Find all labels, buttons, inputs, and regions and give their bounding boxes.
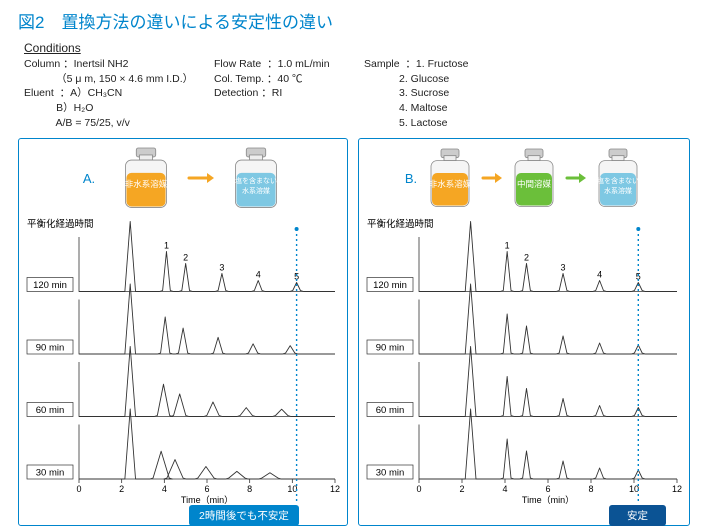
svg-text:塩を含まない: 塩を含まない — [235, 177, 277, 186]
panel-a-callout: 2時間後でも不安定 — [189, 505, 299, 526]
svg-text:30 min: 30 min — [376, 468, 405, 479]
conditions-col-1: Column ：Inertsil NH2 （5 μ m, 150 × 4.6 m… — [24, 57, 214, 130]
arrow-icon — [565, 172, 587, 184]
svg-text:塩を含まない: 塩を含まない — [597, 176, 639, 185]
bottle-aqueous-icon: 塩を含まない水系溶媒 — [593, 147, 643, 209]
bottle-nonaqueous-icon: 非水系溶媒 — [425, 147, 475, 209]
conditions-block: Conditions Column ：Inertsil NH2 （5 μ m, … — [24, 41, 692, 130]
arrow-icon — [187, 171, 215, 185]
conditions-heading: Conditions — [24, 41, 692, 55]
svg-text:Time（min）: Time（min） — [181, 495, 233, 505]
panel-a-label: A. — [83, 171, 95, 186]
svg-text:0: 0 — [416, 484, 421, 494]
svg-text:30 min: 30 min — [36, 468, 65, 479]
svg-text:60 min: 60 min — [36, 405, 65, 416]
panel-b-callout: 安定 — [609, 505, 666, 526]
svg-text:0: 0 — [76, 484, 81, 494]
svg-text:12: 12 — [330, 484, 340, 494]
svg-text:中間溶媒: 中間溶媒 — [517, 179, 552, 189]
panel-b: B. 非水系溶媒 中間溶媒 塩を含まない水系溶媒 平衡化経過時間 120 min 9… — [358, 138, 690, 526]
svg-text:1: 1 — [505, 241, 510, 251]
panel-b-chromatograms: 平衡化経過時間120 min90 min60 min30 min12345024… — [365, 215, 683, 511]
svg-text:3: 3 — [219, 263, 224, 273]
panel-b-bottle-row: B. 非水系溶媒 中間溶媒 塩を含まない水系溶媒 — [365, 145, 683, 211]
conditions-col-3: Sample ：1. Fructose 2. Glucose 3. Sucros… — [364, 57, 468, 130]
svg-text:平衡化経過時間: 平衡化経過時間 — [27, 218, 94, 230]
svg-text:4: 4 — [162, 484, 167, 494]
svg-text:3: 3 — [561, 263, 566, 273]
bottle-aqueous-icon: 塩を含まない水系溶媒 — [229, 146, 283, 210]
panels-row: A. 非水系溶媒 塩を含まない水系溶媒 平衡化経過時間120 min90 min… — [18, 138, 692, 526]
svg-text:2: 2 — [119, 484, 124, 494]
svg-text:2: 2 — [524, 253, 529, 263]
panel-b-label: B. — [405, 171, 417, 186]
svg-text:水系溶媒: 水系溶媒 — [242, 187, 270, 196]
svg-text:10: 10 — [629, 484, 639, 494]
svg-text:Time（min）: Time（min） — [522, 495, 574, 505]
svg-text:4: 4 — [597, 270, 602, 280]
figure-title: 図2 置換方法の違いによる安定性の違い — [18, 8, 692, 33]
panel-a-bottle-row: A. 非水系溶媒 塩を含まない水系溶媒 — [25, 145, 341, 211]
svg-text:8: 8 — [588, 484, 593, 494]
svg-text:非水系溶媒: 非水系溶媒 — [429, 179, 472, 189]
panel-a: A. 非水系溶媒 塩を含まない水系溶媒 平衡化経過時間 120 min 90 min… — [18, 138, 348, 526]
svg-text:12: 12 — [672, 484, 682, 494]
svg-text:6: 6 — [204, 484, 209, 494]
svg-text:8: 8 — [247, 484, 252, 494]
svg-text:10: 10 — [287, 484, 297, 494]
bottle-intermediate-icon: 中間溶媒 — [509, 147, 559, 209]
svg-text:90 min: 90 min — [36, 343, 65, 354]
svg-text:非水系溶媒: 非水系溶媒 — [125, 180, 168, 190]
svg-text:4: 4 — [502, 484, 507, 494]
svg-text:90 min: 90 min — [376, 343, 405, 354]
svg-text:4: 4 — [256, 270, 261, 280]
svg-text:60 min: 60 min — [376, 405, 405, 416]
svg-text:平衡化経過時間: 平衡化経過時間 — [367, 218, 434, 230]
conditions-col-2: Flow Rate ：1.0 mL/min Col. Temp. ：40 ℃ D… — [214, 57, 364, 130]
svg-text:2: 2 — [459, 484, 464, 494]
arrow-icon — [481, 172, 503, 184]
svg-text:120 min: 120 min — [33, 280, 67, 291]
svg-text:2: 2 — [183, 253, 188, 263]
svg-text:6: 6 — [545, 484, 550, 494]
svg-text:120 min: 120 min — [373, 280, 407, 291]
svg-text:1: 1 — [164, 241, 169, 251]
panel-a-chromatograms: 平衡化経過時間120 min90 min60 min30 min12345024… — [25, 215, 341, 511]
svg-text:水系溶媒: 水系溶媒 — [604, 186, 632, 195]
bottle-nonaqueous-icon: 非水系溶媒 — [119, 146, 173, 210]
